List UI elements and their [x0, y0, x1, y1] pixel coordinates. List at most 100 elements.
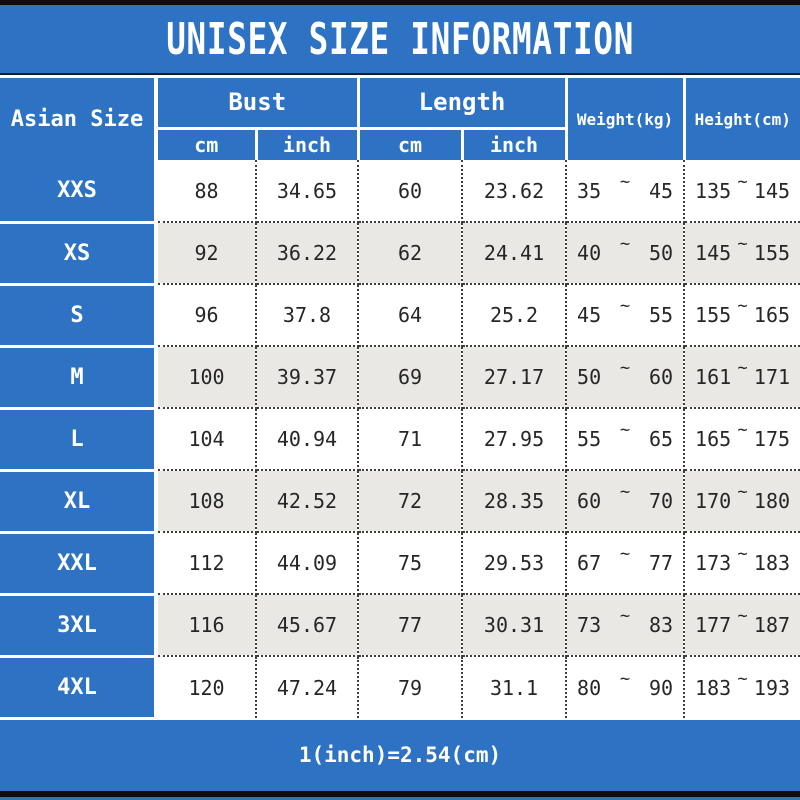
height-max: 145: [753, 178, 791, 203]
tilde-symbol: ~: [619, 482, 631, 502]
header-row-units: cm inch cm inch: [0, 128, 800, 160]
weight-max: 70: [648, 489, 674, 513]
length-cm-value: 64: [358, 284, 464, 347]
tilde-symbol: ~: [737, 482, 748, 502]
height-min: 173: [695, 551, 732, 575]
top-black-bar: [0, 0, 800, 5]
weight-max: 65: [648, 427, 674, 451]
height-min: 183: [695, 675, 732, 700]
weight-range: 35 ~45: [566, 160, 686, 223]
weight-range: 67 ~77: [566, 532, 686, 595]
weight-range: 80 ~90: [566, 656, 686, 718]
weight-min: 67: [577, 551, 602, 575]
col-header-weight: Weight(kg): [566, 78, 686, 160]
size-label: XL: [0, 470, 158, 534]
length-cm-value: 75: [358, 532, 464, 595]
height-min: 165: [695, 427, 732, 451]
bust-cm-value: 108: [156, 470, 257, 533]
bust-cm-value: 100: [156, 346, 257, 409]
length-inch-value: 29.53: [462, 532, 568, 595]
bust-inch-value: 37.8: [256, 284, 360, 347]
length-inch-value: 23.62: [462, 160, 568, 223]
bust-cm-value: 96: [156, 284, 257, 347]
height-min: 177: [695, 613, 732, 637]
table-row-xs: XS 92 36.22 62 24.41 40 ~50 145 ~155: [0, 222, 800, 286]
bust-cm-value: 104: [156, 408, 257, 471]
size-table: Asian Size Bust Length Weight(kg) Height…: [0, 78, 800, 720]
tilde-symbol: ~: [619, 234, 631, 254]
height-range: 183 ~193: [684, 656, 800, 718]
bust-inch-value: 42.52: [256, 470, 360, 533]
length-inch-value: 25.2: [462, 284, 568, 347]
bust-inch-value: 36.22: [256, 222, 360, 285]
length-inch-value: 27.17: [462, 346, 568, 409]
weight-max: 55: [648, 303, 674, 327]
length-inch-value: 31.1: [462, 656, 568, 718]
col-header-length-cm: cm: [358, 128, 464, 160]
title-band: UNISEX SIZE INFORMATION: [0, 5, 800, 75]
col-header-bust-inch: inch: [256, 128, 360, 160]
bust-inch-value: 34.65: [256, 160, 360, 223]
tilde-symbol: ~: [619, 606, 631, 626]
height-max: 187: [753, 613, 791, 637]
height-range: 161 ~171: [684, 346, 800, 409]
bottom-black-bar: [0, 791, 800, 797]
height-min: 170: [695, 489, 732, 513]
weight-min: 80: [577, 675, 602, 700]
page-title: UNISEX SIZE INFORMATION: [166, 13, 634, 65]
bust-inch-value: 40.94: [256, 408, 360, 471]
table-row-xxl: XXL 112 44.09 75 29.53 67 ~77 173 ~183: [0, 532, 800, 596]
weight-range: 40 ~50: [566, 222, 686, 285]
header-row-groups: Asian Size Bust Length Weight(kg) Height…: [0, 78, 800, 160]
height-max: 193: [753, 675, 791, 700]
tilde-symbol: ~: [619, 420, 631, 440]
length-cm-value: 79: [358, 656, 464, 718]
table-row-4xl: 4XL 120 47.24 79 31.1 80 ~90 183 ~193: [0, 656, 800, 720]
size-label: 3XL: [0, 594, 158, 658]
bust-inch-value: 47.24: [256, 656, 360, 718]
tilde-symbol: ~: [737, 296, 748, 316]
size-label: L: [0, 408, 158, 472]
table-row-xxs: XXS 88 34.65 60 23.62 35 ~45 135 ~145: [0, 160, 800, 224]
weight-range: 50 ~60: [566, 346, 686, 409]
tilde-symbol: ~: [737, 358, 748, 378]
tilde-symbol: ~: [619, 296, 631, 316]
height-range: 155 ~165: [684, 284, 800, 347]
height-max: 155: [753, 241, 791, 265]
size-label: 4XL: [0, 656, 158, 720]
conversion-note-band: 1(inch)=2.54(cm): [0, 719, 800, 791]
tilde-symbol: ~: [737, 420, 748, 440]
tilde-symbol: ~: [737, 606, 748, 626]
size-label: M: [0, 346, 158, 410]
tilde-symbol: ~: [619, 544, 631, 564]
bust-cm-value: 116: [156, 594, 257, 657]
size-label: XS: [0, 222, 158, 286]
height-range: 135 ~145: [684, 160, 800, 223]
bottom-blue-edge: [0, 797, 800, 800]
weight-max: 50: [648, 241, 674, 265]
length-cm-value: 71: [358, 408, 464, 471]
bust-cm-value: 92: [156, 222, 257, 285]
weight-min: 73: [577, 613, 602, 637]
weight-min: 45: [577, 303, 602, 327]
length-cm-value: 69: [358, 346, 464, 409]
height-max: 165: [753, 303, 791, 327]
tilde-symbol: ~: [737, 544, 748, 564]
bust-cm-value: 88: [156, 160, 257, 223]
col-header-bust-cm: cm: [156, 128, 258, 160]
weight-range: 60 ~70: [566, 470, 686, 533]
weight-min: 55: [577, 427, 602, 451]
weight-max: 60: [648, 365, 674, 389]
tilde-symbol: ~: [737, 171, 748, 192]
height-range: 145 ~155: [684, 222, 800, 285]
col-header-length-inch: inch: [462, 128, 568, 160]
length-inch-value: 24.41: [462, 222, 568, 285]
length-inch-value: 30.31: [462, 594, 568, 657]
weight-max: 90: [648, 675, 674, 700]
table-row-s: S 96 37.8 64 25.2 45 ~55 155 ~165: [0, 284, 800, 348]
length-cm-value: 77: [358, 594, 464, 657]
height-range: 173 ~183: [684, 532, 800, 595]
weight-range: 73 ~83: [566, 594, 686, 657]
size-label: S: [0, 284, 158, 348]
